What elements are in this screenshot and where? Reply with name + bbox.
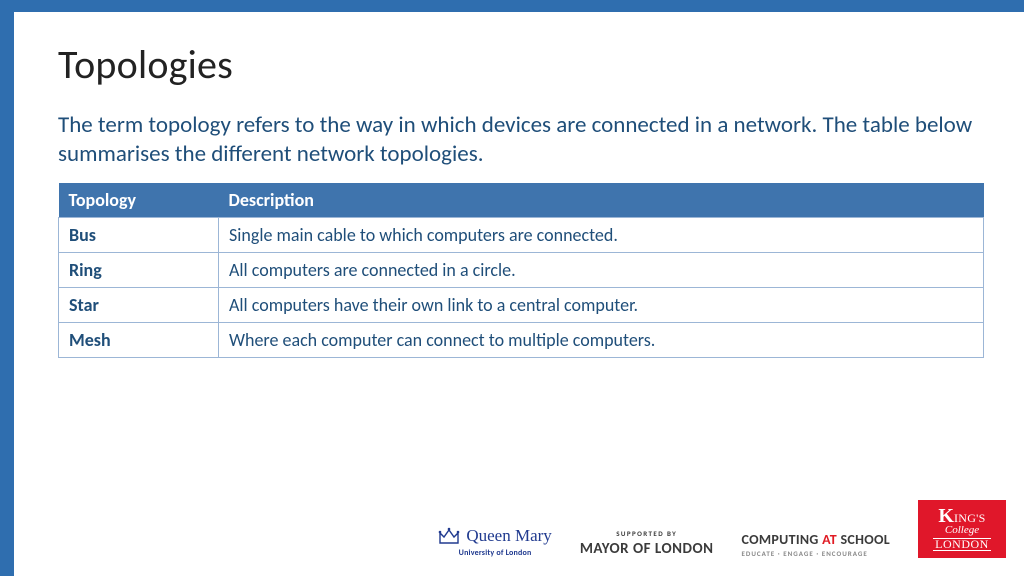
topology-table: Topology Description Bus Single main cab… xyxy=(58,183,984,358)
table-header-row: Topology Description xyxy=(59,183,984,218)
slide-title: Topologies xyxy=(58,40,984,89)
cas-pre: COMPUTING xyxy=(742,531,823,548)
kcl-london: LONDON xyxy=(933,538,991,551)
cell-description: Single main cable to which computers are… xyxy=(219,217,984,252)
kcl-college: College xyxy=(945,525,979,535)
logo-mayor-of-london: SUPPORTED BY MAYOR OF LONDON xyxy=(580,529,714,558)
cas-at: AT xyxy=(822,531,840,548)
cell-topology: Mesh xyxy=(59,322,219,357)
kcl-ings: ING'S xyxy=(954,513,986,524)
qm-sub: University of London xyxy=(459,548,532,558)
cell-topology: Bus xyxy=(59,217,219,252)
cell-description: Where each computer can connect to multi… xyxy=(219,322,984,357)
table-row: Ring All computers are connected in a ci… xyxy=(59,252,984,287)
slide-content: Topologies The term topology refers to t… xyxy=(58,40,984,358)
cas-sub: EDUCATE · ENGAGE · ENCOURAGE xyxy=(742,549,868,558)
crown-icon xyxy=(438,527,460,545)
cell-topology: Ring xyxy=(59,252,219,287)
logo-kings-college-london: K ING'S College LONDON xyxy=(918,500,1006,558)
col-topology: Topology xyxy=(59,183,219,218)
mol-main: MAYOR OF LONDON xyxy=(580,540,714,558)
intro-paragraph: The term topology refers to the way in w… xyxy=(58,111,984,169)
footer-logos: Queen Mary University of London SUPPORTE… xyxy=(0,500,1006,558)
cas-main: COMPUTING AT SCHOOL xyxy=(742,531,890,548)
table-row: Star All computers have their own link t… xyxy=(59,287,984,322)
logo-computing-at-school: COMPUTING AT SCHOOL EDUCATE · ENGAGE · E… xyxy=(742,531,890,558)
table-row: Mesh Where each computer can connect to … xyxy=(59,322,984,357)
col-description: Description xyxy=(219,183,984,218)
cell-description: All computers are connected in a circle. xyxy=(219,252,984,287)
qm-name: Queen Mary xyxy=(466,526,551,546)
table-row: Bus Single main cable to which computers… xyxy=(59,217,984,252)
cas-post: SCHOOL xyxy=(840,531,890,548)
slide-border-top xyxy=(0,0,1024,12)
logo-queen-mary: Queen Mary University of London xyxy=(438,526,551,558)
mol-supported-by: SUPPORTED BY xyxy=(616,529,677,538)
kcl-k: K xyxy=(938,507,954,525)
cell-description: All computers have their own link to a c… xyxy=(219,287,984,322)
slide-border-left xyxy=(0,0,14,576)
cell-topology: Star xyxy=(59,287,219,322)
